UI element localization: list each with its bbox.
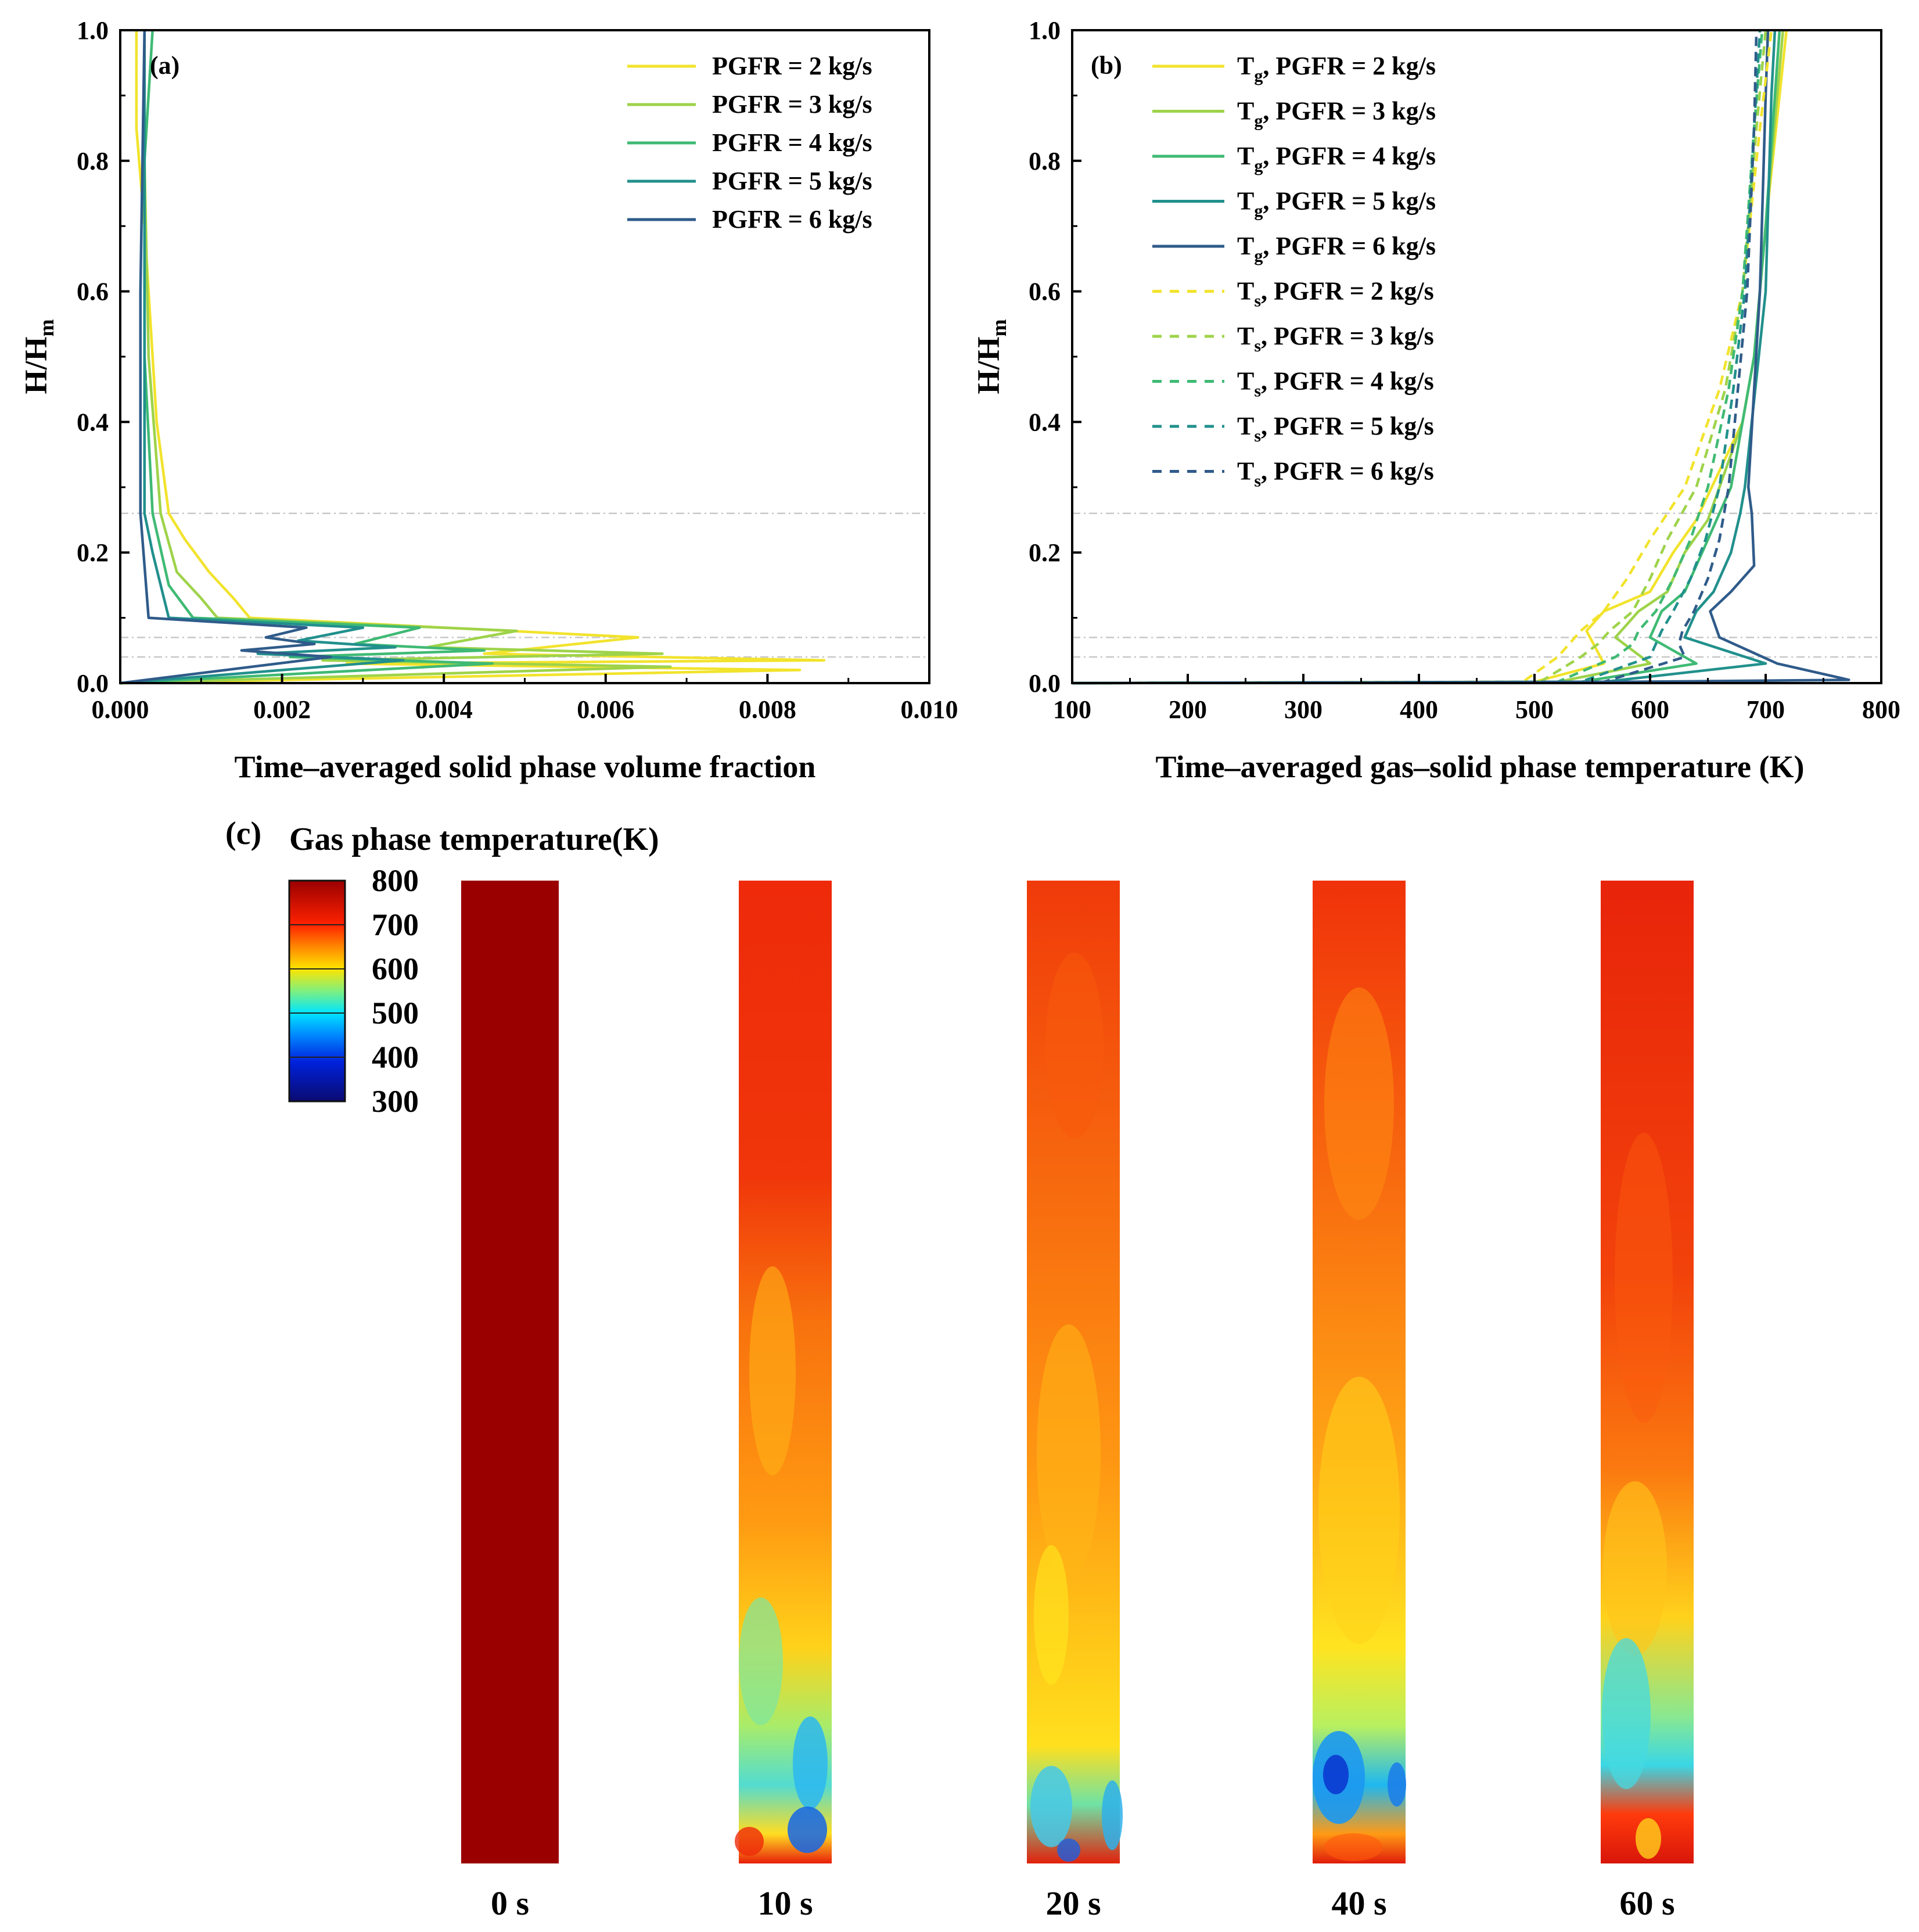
contour-0s	[461, 881, 559, 1863]
series-group	[120, 30, 826, 685]
x-tick-label: 500	[1515, 695, 1554, 724]
time-label: 40 s	[1331, 1884, 1386, 1922]
y-axis: 0.0 0.2 0.4 0.6 0.8 1.0	[1029, 16, 1081, 698]
series-line	[1072, 30, 1781, 685]
y-tick-label: 1.0	[1029, 16, 1061, 45]
y-axis: 0.0 0.2 0.4 0.6 0.8 1.0	[77, 16, 130, 698]
series-line	[120, 30, 405, 685]
series-line	[120, 30, 672, 685]
x-tick-label: 300	[1284, 695, 1323, 724]
legend-label: PGFR = 3 kg/s	[712, 90, 872, 118]
x-tick-label: 100	[1053, 695, 1091, 724]
colorbar-tick-label: 700	[372, 907, 419, 942]
legend-label: Ts, PGFR = 5 kg/s	[1237, 412, 1434, 446]
time-label: 10 s	[757, 1884, 813, 1922]
colorbar-tick-label: 400	[372, 1040, 419, 1075]
series-line	[1072, 30, 1758, 685]
panel-b: 100 200 300 400 500 600 700 800 0.0 0.2 0.4 0.6 0.8…	[971, 16, 1900, 784]
panel-label: (b)	[1091, 51, 1122, 80]
y-axis-title: H/Hm	[971, 319, 1011, 394]
series-line	[1072, 30, 1767, 685]
legend-label: PGFR = 6 kg/s	[712, 205, 872, 234]
y-tick-label: 0.4	[1029, 408, 1061, 436]
panel-a: 0.000 0.002 0.004 0.006 0.008 0.010 0.0 0.2 0.4…	[19, 16, 958, 784]
time-label: 60 s	[1619, 1884, 1674, 1922]
legend-label: Tg, PGFR = 3 kg/s	[1237, 97, 1436, 131]
colorbar-dividers	[289, 924, 345, 1058]
y-tick-label: 0.8	[77, 147, 109, 175]
contour-20s	[1027, 881, 1123, 1863]
panel-label: (c)	[225, 816, 261, 852]
x-tick-label: 0.000	[92, 695, 149, 724]
series-line	[1072, 30, 1773, 685]
legend-label: Ts, PGFR = 6 kg/s	[1237, 457, 1434, 491]
contour-60s	[1601, 881, 1694, 1863]
x-axis-title: Time–averaged gas–solid phase temperatur…	[1156, 749, 1805, 784]
series-line	[1072, 30, 1762, 685]
y-tick-label: 0.6	[77, 278, 109, 306]
colorbar-tick-label: 500	[372, 996, 419, 1030]
legend-label: Ts, PGFR = 4 kg/s	[1237, 367, 1434, 401]
legend-label: Tg, PGFR = 2 kg/s	[1237, 52, 1436, 85]
x-axis: 100 200 300 400 500 600 700 800	[1053, 674, 1900, 724]
series-line	[1072, 30, 1777, 685]
legend-label: Tg, PGFR = 4 kg/s	[1237, 142, 1436, 175]
y-tick-label: 0.8	[1029, 147, 1061, 175]
colorbar-tick-label: 800	[372, 863, 419, 898]
series-line	[120, 30, 494, 685]
y-tick-label: 0.0	[77, 669, 109, 698]
reference-lines	[120, 512, 929, 658]
panel-c: (c) Gas phase temperature(K) 800 700 600 50…	[225, 816, 1694, 1922]
series-line	[1072, 30, 1788, 685]
y-tick-label: 1.0	[77, 16, 109, 45]
series-line	[120, 30, 332, 685]
series-line	[1072, 30, 1764, 685]
reference-lines	[1072, 512, 1881, 658]
x-tick-label: 200	[1169, 695, 1207, 724]
colorbar-tick-label: 300	[372, 1084, 419, 1119]
series-line	[1072, 30, 1785, 685]
series-group	[1072, 30, 1850, 685]
y-tick-label: 0.6	[1029, 278, 1061, 306]
contour-40s	[1313, 881, 1406, 1863]
x-tick-label: 0.002	[253, 695, 311, 724]
x-axis: 0.000 0.002 0.004 0.006 0.008 0.010	[92, 674, 958, 724]
contour-10s	[735, 881, 832, 1863]
time-label: 0 s	[491, 1884, 529, 1922]
time-label: 20 s	[1045, 1884, 1101, 1922]
x-tick-label: 0.010	[901, 695, 958, 724]
time-labels: 0 s 10 s 20 s 40 s 60 s	[491, 1884, 1675, 1922]
legend-label: Tg, PGFR = 6 kg/s	[1237, 232, 1436, 265]
legend: PGFR = 2 kg/s PGFR = 3 kg/s PGFR = 4 kg/s P…	[627, 52, 872, 234]
colorbar-title: Gas phase temperature(K)	[289, 821, 659, 857]
y-tick-label: 0.4	[77, 408, 109, 436]
series-line	[1072, 30, 1850, 685]
x-tick-label: 700	[1746, 695, 1785, 724]
colorbar-tick-label: 600	[372, 951, 419, 986]
x-axis-title: Time–averaged solid phase volume fractio…	[235, 749, 816, 784]
x-tick-label: 600	[1631, 695, 1669, 724]
legend-label: Ts, PGFR = 3 kg/s	[1237, 322, 1434, 355]
x-tick-label: 400	[1400, 695, 1438, 724]
colorbar	[288, 879, 346, 1103]
y-tick-label: 0.2	[1029, 538, 1061, 567]
legend: Tg, PGFR = 2 kg/s Tg, PGFR = 3 kg/s Tg, PG…	[1152, 52, 1436, 491]
x-tick-label: 0.006	[577, 695, 634, 724]
legend-label: PGFR = 5 kg/s	[712, 167, 872, 195]
y-tick-label: 0.0	[1029, 669, 1061, 698]
colorbar-ticks: 800 700 600 500 400 300	[372, 863, 419, 1119]
legend-label: Ts, PGFR = 2 kg/s	[1237, 277, 1434, 311]
x-tick-label: 0.008	[739, 695, 796, 724]
legend-label: PGFR = 4 kg/s	[712, 128, 872, 157]
panel-label: (a)	[150, 51, 179, 80]
legend-label: PGFR = 2 kg/s	[712, 52, 872, 80]
y-tick-label: 0.2	[77, 538, 109, 567]
x-tick-label: 800	[1862, 695, 1900, 724]
y-axis-title: H/Hm	[19, 319, 58, 394]
legend-label: Tg, PGFR = 5 kg/s	[1237, 187, 1436, 221]
x-tick-label: 0.004	[415, 695, 473, 724]
